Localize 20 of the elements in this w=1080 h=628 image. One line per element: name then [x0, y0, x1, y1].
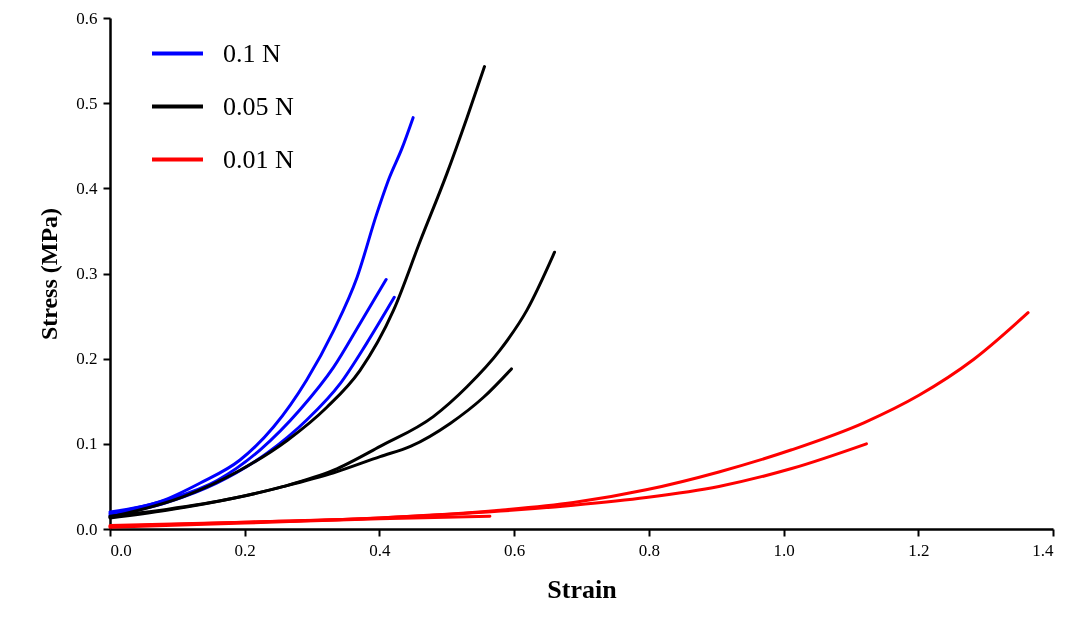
x-tick-label: 0.8: [638, 540, 660, 560]
y-tick-label: 0.6: [76, 8, 98, 28]
y-tick-label: 0.5: [76, 93, 98, 113]
y-tick-label: 0.3: [76, 264, 98, 283]
y-tick-label: 0.1: [76, 434, 98, 454]
y-tick-label: 0.4: [76, 178, 98, 198]
legend-label: 0.1 N: [223, 38, 281, 68]
y-tick-label: 0.0: [76, 519, 98, 539]
x-axis-title: Strain: [547, 574, 618, 604]
x-tick-label: 0.0: [110, 540, 132, 560]
x-tick-label: 1.0: [773, 540, 795, 560]
x-tick-label: 1.2: [908, 540, 930, 560]
y-axis-title: Stress (MPa): [36, 207, 63, 341]
legend-label: 0.01 N: [223, 144, 294, 174]
legend-label: 0.05 N: [223, 91, 294, 121]
x-tick-label: 0.4: [369, 540, 392, 560]
x-tick-label: 0.2: [234, 540, 256, 560]
x-tick-label: 0.6: [504, 540, 526, 560]
y-tick-label: 0.2: [76, 349, 98, 369]
x-tick-label: 1.4: [1032, 540, 1054, 560]
